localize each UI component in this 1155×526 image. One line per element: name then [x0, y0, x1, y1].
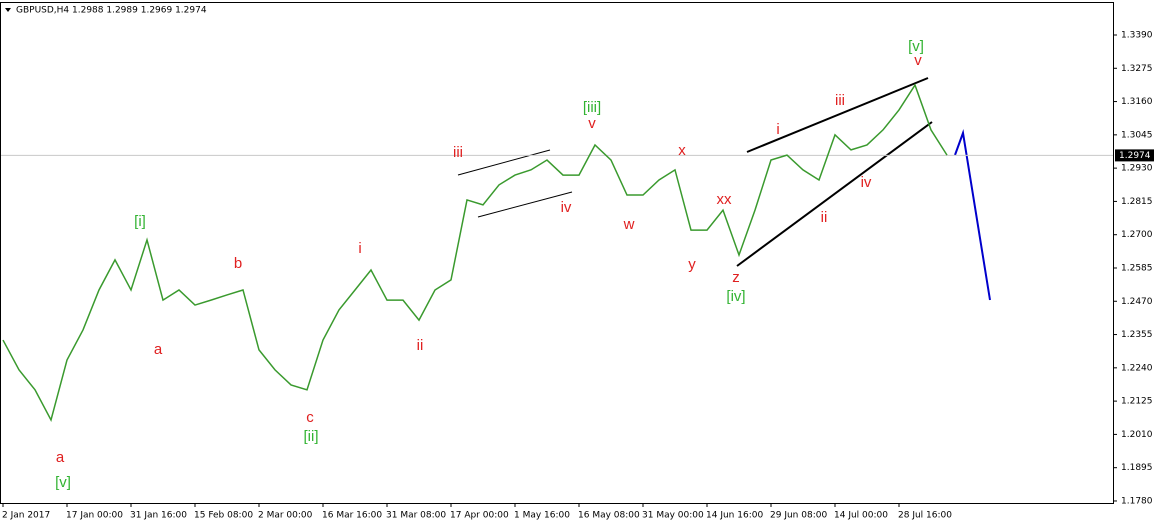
wave-label: i — [776, 121, 779, 138]
drawing-objects — [457, 77, 991, 301]
y-tick-label: 1.2585 — [1121, 263, 1153, 273]
wave-label: v — [914, 52, 922, 69]
x-tick-label: 28 Jul 16:00 — [898, 511, 952, 521]
wave-label: a — [56, 449, 65, 466]
wave-label: ii — [417, 337, 424, 354]
x-tick-label: 14 Jun 16:00 — [706, 511, 763, 521]
y-tick-label: 1.2010 — [1121, 430, 1153, 440]
wave-label: b — [234, 255, 242, 272]
wave-label: v — [588, 115, 596, 132]
wave-label: i — [358, 240, 361, 257]
y-tick-label: 1.2815 — [1121, 197, 1153, 207]
wave-label: [v] — [55, 474, 71, 491]
wave-label: [ii] — [304, 428, 319, 445]
x-tick-label: 31 Jan 16:00 — [130, 511, 187, 521]
y-tick-label: 1.1780 — [1121, 496, 1153, 506]
x-tick-label: 16 May 08:00 — [578, 511, 640, 521]
wave-label: iv — [561, 199, 572, 216]
wave-label: [iii] — [583, 99, 601, 116]
x-tick-label: 2 Jan 2017 — [2, 511, 50, 521]
wave-label: xx — [717, 191, 733, 208]
wave-label: y — [688, 256, 696, 273]
wave-label: iii — [835, 92, 845, 109]
x-tick-label: 14 Jul 00:00 — [834, 511, 888, 521]
wave-label: [iv] — [726, 288, 745, 305]
y-tick-label: 1.3160 — [1121, 97, 1153, 107]
wave-label: a — [154, 341, 163, 358]
wave-label: ii — [821, 209, 828, 226]
channel-line — [477, 191, 573, 218]
wave-label: x — [678, 142, 686, 159]
current-price-label: 1.2974 — [1119, 151, 1151, 161]
y-tick-label: 1.3045 — [1121, 130, 1153, 140]
chart-header: GBPUSD,H4 1.2988 1.2989 1.2969 1.2974 — [16, 6, 207, 16]
x-tick-label: 17 Jan 00:00 — [66, 511, 123, 521]
wave-label: iii — [453, 144, 463, 161]
x-tick-label: 1 May 16:00 — [514, 511, 570, 521]
x-tick-label: 31 Mar 08:00 — [386, 511, 446, 521]
wave-label: z — [732, 269, 740, 286]
x-tick-label: 31 May 00:00 — [642, 511, 704, 521]
menu-arrow[interactable] — [5, 8, 11, 12]
y-tick-label: 1.2930 — [1121, 164, 1153, 174]
y-tick-label: 1.3275 — [1121, 64, 1153, 74]
channel-line — [457, 149, 551, 176]
wave-label: [v] — [908, 38, 924, 55]
y-tick-label: 1.2355 — [1121, 330, 1153, 340]
wave-label: c — [306, 409, 314, 426]
x-tick-label: 16 Mar 16:00 — [322, 511, 382, 521]
price-line — [2, 83, 948, 422]
wave-label: [i] — [134, 213, 146, 230]
x-tick-label: 2 Mar 00:00 — [258, 511, 313, 521]
y-tick-label: 1.2470 — [1121, 297, 1153, 307]
x-tick-label: 29 Jun 08:00 — [770, 511, 827, 521]
y-tick-label: 1.1895 — [1121, 463, 1153, 473]
y-tick-label: 1.2700 — [1121, 230, 1153, 240]
wedge-line — [746, 77, 929, 153]
wave-label: w — [623, 216, 635, 233]
projection-line — [954, 129, 991, 301]
plot-frame — [0, 2, 1114, 504]
y-tick-label: 1.2125 — [1121, 397, 1153, 407]
wave-label: iv — [861, 174, 872, 191]
x-tick-label: 17 Apr 00:00 — [450, 511, 509, 521]
y-tick-label: 1.2240 — [1121, 363, 1153, 373]
y-tick-label: 1.3390 — [1121, 30, 1153, 40]
current-price-box — [1115, 149, 1154, 162]
wedge-line — [736, 121, 933, 267]
x-tick-label: 15 Feb 08:00 — [194, 511, 253, 521]
